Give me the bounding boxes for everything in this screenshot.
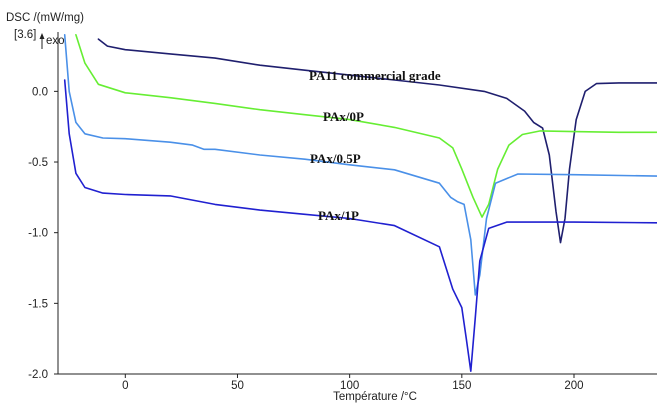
exo-arrow-icon [39,33,45,49]
y-tick-label: -1.5 [28,298,48,310]
x-tick-label: 50 [231,380,244,392]
series-line-3 [63,79,657,372]
x-tick-label: 150 [452,380,471,392]
series-line-1 [75,34,657,218]
x-tick-label: 0 [122,380,128,392]
series-label-pax-1p: PAx/1P [318,208,359,223]
exo-label: exo [46,35,65,47]
y-tick-label: -1.0 [28,228,48,240]
y-ticks: 0.0 -0.5 -1.0 -1.5 -2.0 [28,86,58,381]
x-tick-label: 100 [340,380,359,392]
y-tick-label: 0.0 [32,86,48,98]
y-tick-label: -0.5 [28,157,48,169]
y-axis-bracket: [3.6] [14,29,36,41]
series-label-pa11: PA11 commercial grade [309,68,441,83]
x-ticks: 0 50 100 150 200 [122,374,584,392]
x-tick-label: 200 [564,380,583,392]
plot-axes [57,32,657,375]
series-label-pax-0p: PAx/0P [323,109,364,124]
series-line-0 [97,38,657,244]
series-lines [63,34,657,372]
y-tick-label: -2.0 [28,369,48,381]
x-axis-label: Température /°C [333,391,417,403]
series-line-2 [63,34,657,296]
y-axis-label: DSC /(mW/mg) [6,12,84,24]
series-label-pax-05p: PAx/0.5P [310,151,361,166]
